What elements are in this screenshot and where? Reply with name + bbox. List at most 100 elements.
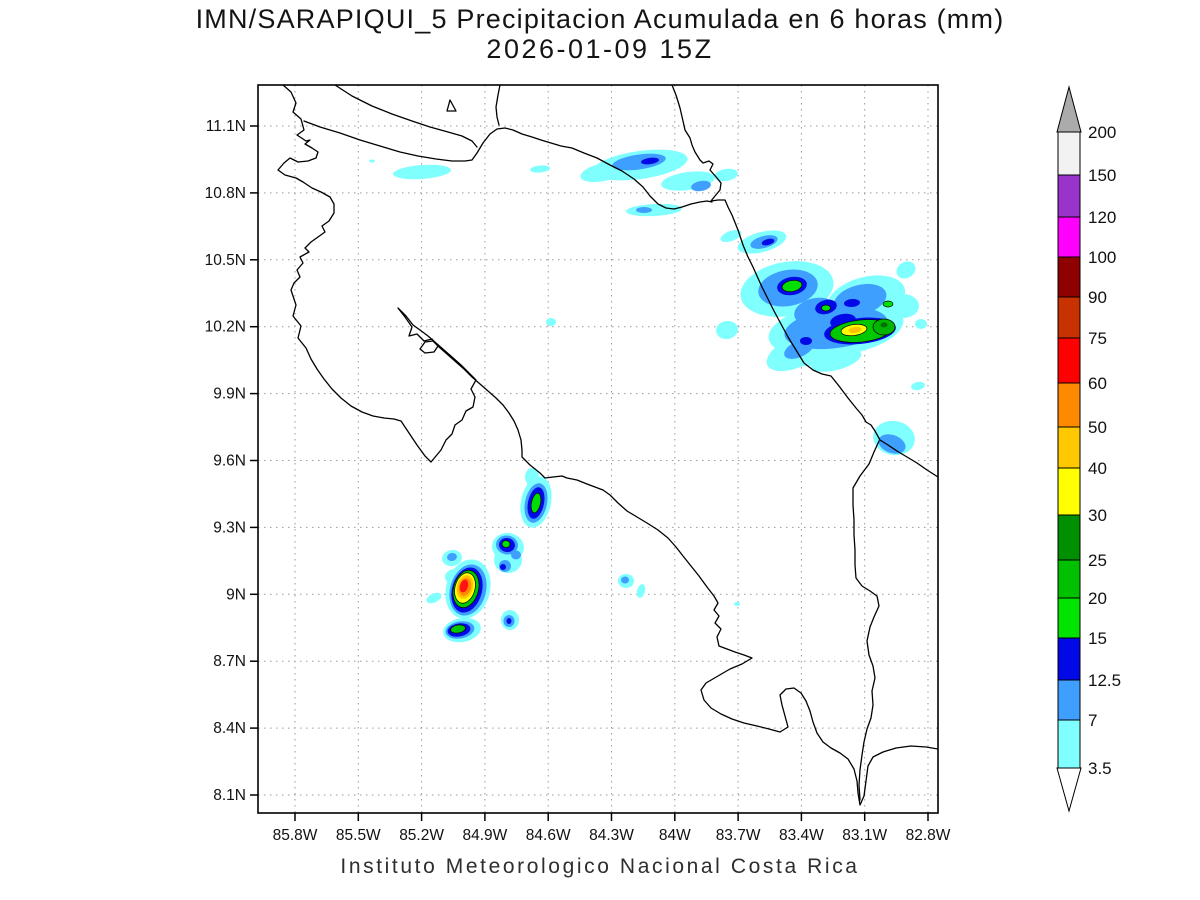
x-tick-label: 84.6W [526, 827, 571, 844]
colorbar-box [1057, 597, 1081, 639]
y-tick-label: 11.1N [206, 118, 246, 135]
colorbar-label: 120 [1088, 208, 1116, 227]
x-tick-label: 83.1W [842, 827, 887, 844]
colorbar-box [1057, 426, 1081, 469]
precip-cell [636, 207, 652, 213]
precip-cell [641, 157, 659, 165]
colorbar-label: 50 [1088, 418, 1107, 437]
precip-cell [878, 434, 906, 454]
y-tick-label: 8.7N [213, 653, 246, 670]
valid-time-title: 2026-01-09 15Z [486, 34, 714, 64]
colorbar-label: 150 [1088, 166, 1116, 185]
colorbar-box [1057, 382, 1081, 428]
precip-cell [781, 279, 803, 293]
precip-cell [393, 164, 451, 180]
colorbar-label: 90 [1088, 288, 1107, 307]
precip-cell [450, 624, 466, 634]
x-tick-label: 84.9W [462, 827, 507, 844]
grid-layer [258, 85, 938, 813]
colorbar-label: 200 [1088, 123, 1116, 142]
y-tick-label: 10.5N [205, 252, 246, 269]
precip-cell [447, 552, 457, 562]
footer-caption: Instituto Meteorologico Nacional Costa R… [340, 855, 860, 878]
precip-cell [626, 203, 682, 217]
precip-cell [896, 261, 916, 279]
colorbar-label: 60 [1088, 374, 1107, 393]
colorbar-label: 20 [1088, 589, 1107, 608]
colorbar-box [1057, 719, 1081, 769]
colorbar-label: 25 [1088, 551, 1107, 570]
precip-cell [500, 564, 506, 570]
x-tick-label: 83.4W [779, 827, 824, 844]
colorbar-box [1057, 637, 1081, 681]
y-tick-label: 9.9N [213, 386, 246, 403]
colorbar-box [1057, 337, 1081, 384]
precip-cell [511, 550, 521, 560]
colorbar-label: 30 [1088, 506, 1107, 525]
precip-cell [887, 294, 919, 318]
axis-ticks [250, 125, 929, 821]
colorbar-under-arrow [1056, 767, 1082, 813]
precip-cell [459, 579, 469, 593]
colorbar-box [1057, 679, 1081, 721]
precip-cell [761, 238, 775, 246]
colorbar-label: 15 [1088, 629, 1107, 648]
x-tick-label: 85.5W [336, 827, 381, 844]
colorbar-box [1057, 131, 1081, 176]
precip-cell [530, 165, 550, 173]
colorbar-box [1057, 559, 1081, 599]
y-tick-label: 9.6N [213, 453, 246, 470]
x-tick-label: 83.7W [716, 827, 761, 844]
y-tick-label: 10.8N [205, 185, 246, 202]
precip-cell [734, 602, 740, 606]
precip-cell [426, 592, 442, 604]
precip-cell [844, 298, 860, 308]
y-tick-label: 8.4N [213, 720, 246, 737]
colorbar-box [1057, 256, 1081, 298]
precip-cell [621, 576, 629, 584]
precip-cell [880, 322, 888, 328]
x-tick-label: 82.8W [906, 827, 951, 844]
colorbar-label: 12.5 [1088, 671, 1121, 690]
lake-nicaragua-shore [334, 85, 478, 148]
y-tick-label: 10.2N [205, 319, 246, 336]
precip-cell [716, 320, 738, 340]
colorbar-label: 100 [1088, 248, 1116, 267]
coastline-caribbean [671, 85, 938, 478]
y-tick-label: 9N [226, 586, 246, 603]
colorbar-label: 3.5 [1088, 759, 1112, 778]
precip-cell [530, 492, 542, 514]
y-tick-label: 9.3N [213, 519, 246, 536]
x-tick-label: 85.8W [273, 827, 318, 844]
coastline-pacific [277, 85, 938, 806]
precip-cell [720, 229, 742, 243]
island-volcano [446, 99, 457, 112]
colorbar-box [1057, 216, 1081, 258]
colorbar-box [1057, 514, 1081, 561]
colorbar-box [1057, 467, 1081, 516]
precip-cell [821, 304, 831, 312]
precip-cell [911, 381, 925, 391]
x-tick-label: 84W [659, 827, 691, 844]
precip-cell [691, 180, 711, 192]
precip-cell [369, 159, 375, 163]
colorbar-label: 7 [1088, 711, 1097, 730]
precip-cell [546, 318, 556, 326]
island-chira [419, 340, 439, 354]
x-tick-label: 85.2W [399, 827, 444, 844]
panama-border [852, 440, 880, 801]
colorbar-label: 40 [1088, 459, 1107, 478]
map-frame [257, 84, 939, 814]
precip-cell [833, 283, 887, 317]
precip-cell [636, 584, 646, 598]
precip-cell [506, 618, 512, 624]
colorbar-label: 75 [1088, 329, 1107, 348]
colorbar-over-arrow [1056, 85, 1082, 133]
precip-cell [501, 540, 511, 548]
axis-labels: 85.8W 85.5W 85.2W 84.9W 84.6W 84.3W 84W 83.7W 83… [205, 118, 951, 844]
nicaragua-border [303, 120, 713, 210]
colorbar-box [1057, 174, 1081, 218]
precip-cell [714, 168, 738, 182]
